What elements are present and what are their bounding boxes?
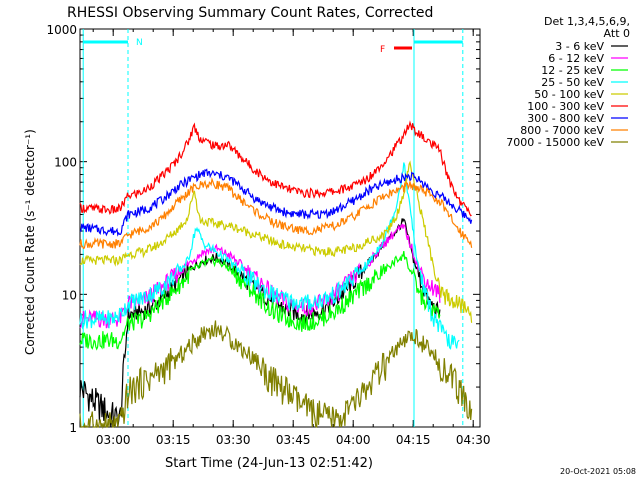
x-tick-label: 03:45 (276, 433, 311, 447)
legend-label: 25 - 50 keV (541, 76, 604, 89)
x-tick-label: 04:30 (456, 433, 491, 447)
series-line-7 (79, 177, 473, 250)
legend-header-line-1: Det 1,3,4,5,6,9, (544, 15, 630, 28)
plot-area: NF (79, 28, 481, 430)
x-tick-label: 03:30 (216, 433, 251, 447)
axis-ticks (80, 28, 480, 428)
annotations: NF (82, 29, 464, 427)
legend-label: 3 - 6 keV (555, 40, 604, 53)
night-label: N (136, 38, 143, 48)
series-line-3 (79, 162, 460, 350)
y-tick-label: 1000 (46, 23, 77, 37)
x-tick-label: 03:00 (96, 433, 131, 447)
x-tick-label: 03:15 (156, 433, 191, 447)
series-line-8 (79, 320, 473, 430)
y-axis-label: Corrected Count Rate (s⁻¹ detector⁻¹) (23, 129, 37, 355)
x-tick-label: 04:00 (336, 433, 371, 447)
footer-timestamp: 20-Oct-2021 05:08 (560, 467, 636, 476)
flare-label: F (380, 45, 385, 55)
y-tick-label: 100 (54, 156, 77, 170)
legend-header-line-2: Att 0 (604, 27, 630, 40)
series-line-4 (79, 160, 473, 323)
y-tick-label: 10 (62, 288, 77, 302)
series-line-6 (79, 168, 473, 237)
legend-label: 50 - 100 keV (534, 88, 604, 101)
chart-title: RHESSI Observing Summary Count Rates, Co… (67, 5, 433, 21)
legend-label: 7000 - 15000 keV (506, 136, 604, 149)
legend-label: 12 - 25 keV (541, 64, 604, 77)
plot-frame (79, 28, 481, 428)
x-tick-labels: 03:00 03:15 03:30 03:45 04:00 04:15 04:30 (96, 433, 491, 447)
y-tick-label: 1 (69, 421, 77, 435)
x-axis-label: Start Time (24-Jun-13 02:51:42) (165, 456, 373, 471)
legend-label: 300 - 800 keV (527, 112, 604, 125)
x-tick-label: 04:15 (396, 433, 431, 447)
series-line-5 (79, 120, 472, 217)
legend-label: 100 - 300 keV (527, 100, 604, 113)
y-tick-labels: 1 10 100 1000 (46, 23, 77, 435)
legend-label: 6 - 12 keV (548, 52, 604, 65)
legend-label: 800 - 7000 keV (520, 124, 604, 137)
series-lines (79, 120, 473, 430)
